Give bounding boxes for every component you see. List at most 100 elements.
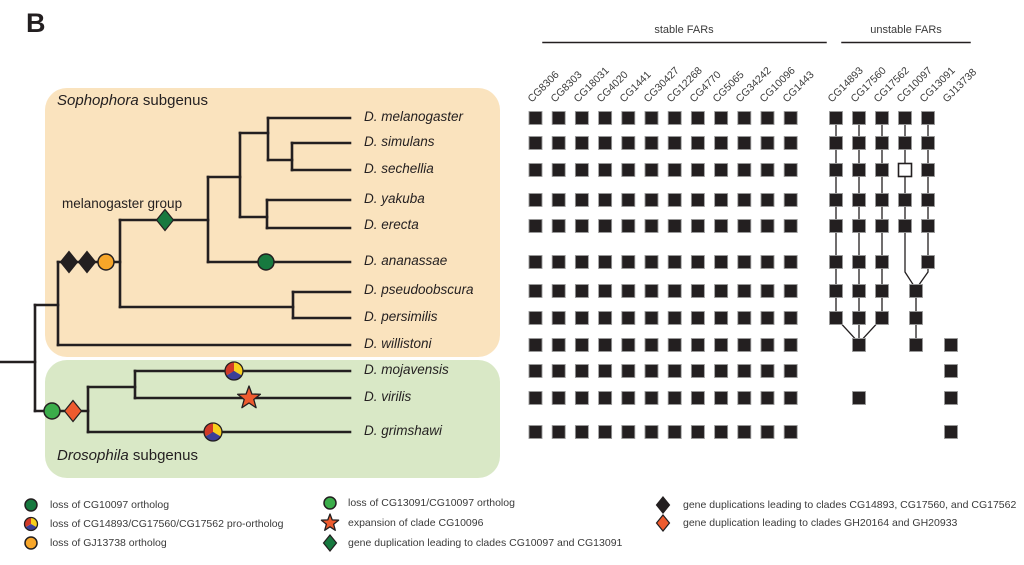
matrix-cell-stable bbox=[574, 136, 589, 150]
matrix-cell-stable bbox=[667, 338, 682, 352]
matrix-cell-unstable bbox=[897, 162, 913, 178]
matrix-cell-unstable bbox=[875, 311, 889, 325]
matrix-cell-stable bbox=[760, 219, 775, 233]
matrix-cell-stable bbox=[690, 193, 705, 207]
matrix-cell-unstable bbox=[829, 193, 843, 207]
matrix-cell-stable bbox=[644, 193, 659, 207]
matrix-cell-stable bbox=[574, 425, 589, 439]
drosophila-name: Drosophila bbox=[57, 447, 129, 464]
matrix-cell-stable bbox=[667, 111, 682, 125]
matrix-cell-stable bbox=[598, 193, 613, 207]
matrix-cell-unstable bbox=[875, 219, 889, 233]
matrix-cell-stable bbox=[574, 284, 589, 298]
species-label: D. yakuba bbox=[364, 191, 425, 206]
matrix-cell-stable bbox=[714, 338, 729, 352]
matrix-cell-unstable bbox=[852, 338, 866, 352]
matrix-cell-stable bbox=[783, 391, 798, 405]
drosophila-word: subgenus bbox=[128, 447, 198, 464]
matrix-cell-stable bbox=[737, 364, 752, 378]
matrix-cell-stable bbox=[760, 193, 775, 207]
matrix-cell-unstable bbox=[852, 163, 866, 177]
matrix-cell-unstable bbox=[875, 284, 889, 298]
matrix-cell-unstable bbox=[852, 311, 866, 325]
matrix-cell-stable bbox=[760, 163, 775, 177]
matrix-cell-stable bbox=[783, 255, 798, 269]
sophophora-subgenus-label: Sophophora subgenus bbox=[57, 92, 208, 109]
matrix-cell-stable bbox=[644, 391, 659, 405]
matrix-cell-stable bbox=[690, 163, 705, 177]
matrix-cell-stable bbox=[783, 425, 798, 439]
matrix-cell-stable bbox=[737, 425, 752, 439]
matrix-cell-stable bbox=[644, 111, 659, 125]
matrix-cell-stable bbox=[690, 311, 705, 325]
legend-circle-icon bbox=[24, 536, 38, 550]
matrix-cell-stable bbox=[667, 136, 682, 150]
matrix-cell-unstable bbox=[829, 163, 843, 177]
tree-marker-diamond bbox=[77, 250, 97, 274]
matrix-cell-stable bbox=[528, 425, 543, 439]
matrix-cell-stable bbox=[621, 111, 636, 125]
matrix-cell-stable bbox=[667, 425, 682, 439]
sophophora-name: Sophophora bbox=[57, 92, 139, 109]
matrix-cell-stable bbox=[644, 163, 659, 177]
matrix-cell-stable bbox=[574, 255, 589, 269]
matrix-cell-stable bbox=[621, 193, 636, 207]
matrix-cell-stable bbox=[737, 136, 752, 150]
matrix-cell-stable bbox=[783, 136, 798, 150]
matrix-cell-unstable bbox=[921, 163, 935, 177]
matrix-cell-stable bbox=[714, 284, 729, 298]
matrix-cell-stable bbox=[644, 311, 659, 325]
matrix-cell-stable bbox=[690, 425, 705, 439]
species-label: D. ananassae bbox=[364, 253, 448, 268]
matrix-cell-stable bbox=[714, 255, 729, 269]
matrix-cell-unstable bbox=[921, 111, 935, 125]
matrix-cell-stable bbox=[737, 311, 752, 325]
matrix-cell-stable bbox=[528, 364, 543, 378]
matrix-cell-stable bbox=[690, 219, 705, 233]
species-label: D. erecta bbox=[364, 217, 419, 232]
matrix-cell-stable bbox=[714, 136, 729, 150]
matrix-cell-stable bbox=[737, 338, 752, 352]
matrix-cell-stable bbox=[574, 364, 589, 378]
legend-diamond-icon bbox=[322, 534, 338, 552]
matrix-cell-stable bbox=[737, 193, 752, 207]
legend-pie-icon bbox=[23, 516, 39, 532]
matrix-cell-stable bbox=[551, 391, 566, 405]
panel-label: B bbox=[26, 8, 47, 38]
legend-label: gene duplications leading to clades CG14… bbox=[683, 498, 1017, 511]
matrix-cell-unstable bbox=[829, 311, 843, 325]
matrix-cell-unstable bbox=[829, 136, 843, 150]
matrix-cell-stable bbox=[783, 111, 798, 125]
matrix-cell-unstable bbox=[875, 163, 889, 177]
matrix-cell-unstable bbox=[852, 219, 866, 233]
matrix-cell-stable bbox=[551, 219, 566, 233]
matrix-cell-stable bbox=[528, 193, 543, 207]
matrix-cell-stable bbox=[714, 391, 729, 405]
matrix-cell-stable bbox=[598, 311, 613, 325]
matrix-cell-unstable bbox=[852, 284, 866, 298]
species-label: D. sechellia bbox=[364, 161, 434, 176]
matrix-cell-stable bbox=[667, 364, 682, 378]
matrix-cell-stable bbox=[551, 364, 566, 378]
matrix-cell-stable bbox=[737, 284, 752, 298]
matrix-cell-stable bbox=[574, 391, 589, 405]
matrix-cell-unstable bbox=[921, 255, 935, 269]
matrix-cell-stable bbox=[760, 338, 775, 352]
matrix-cell-unstable bbox=[898, 136, 912, 150]
matrix-cell-stable bbox=[528, 391, 543, 405]
matrix-cell-stable bbox=[690, 391, 705, 405]
matrix-cell-stable bbox=[644, 255, 659, 269]
tree-marker-diamond bbox=[155, 208, 175, 232]
matrix-cell-stable bbox=[528, 163, 543, 177]
legend-pie-icon-sector bbox=[25, 524, 37, 531]
legend-label: expansion of clade CG10096 bbox=[348, 516, 484, 529]
matrix-cell-stable bbox=[783, 193, 798, 207]
matrix-cell-stable bbox=[667, 391, 682, 405]
matrix-cell-stable bbox=[551, 193, 566, 207]
species-label: D. simulans bbox=[364, 134, 435, 149]
matrix-cell-stable bbox=[667, 284, 682, 298]
matrix-cell-stable bbox=[621, 311, 636, 325]
matrix-cell-unstable bbox=[875, 193, 889, 207]
matrix-cell-stable bbox=[551, 338, 566, 352]
